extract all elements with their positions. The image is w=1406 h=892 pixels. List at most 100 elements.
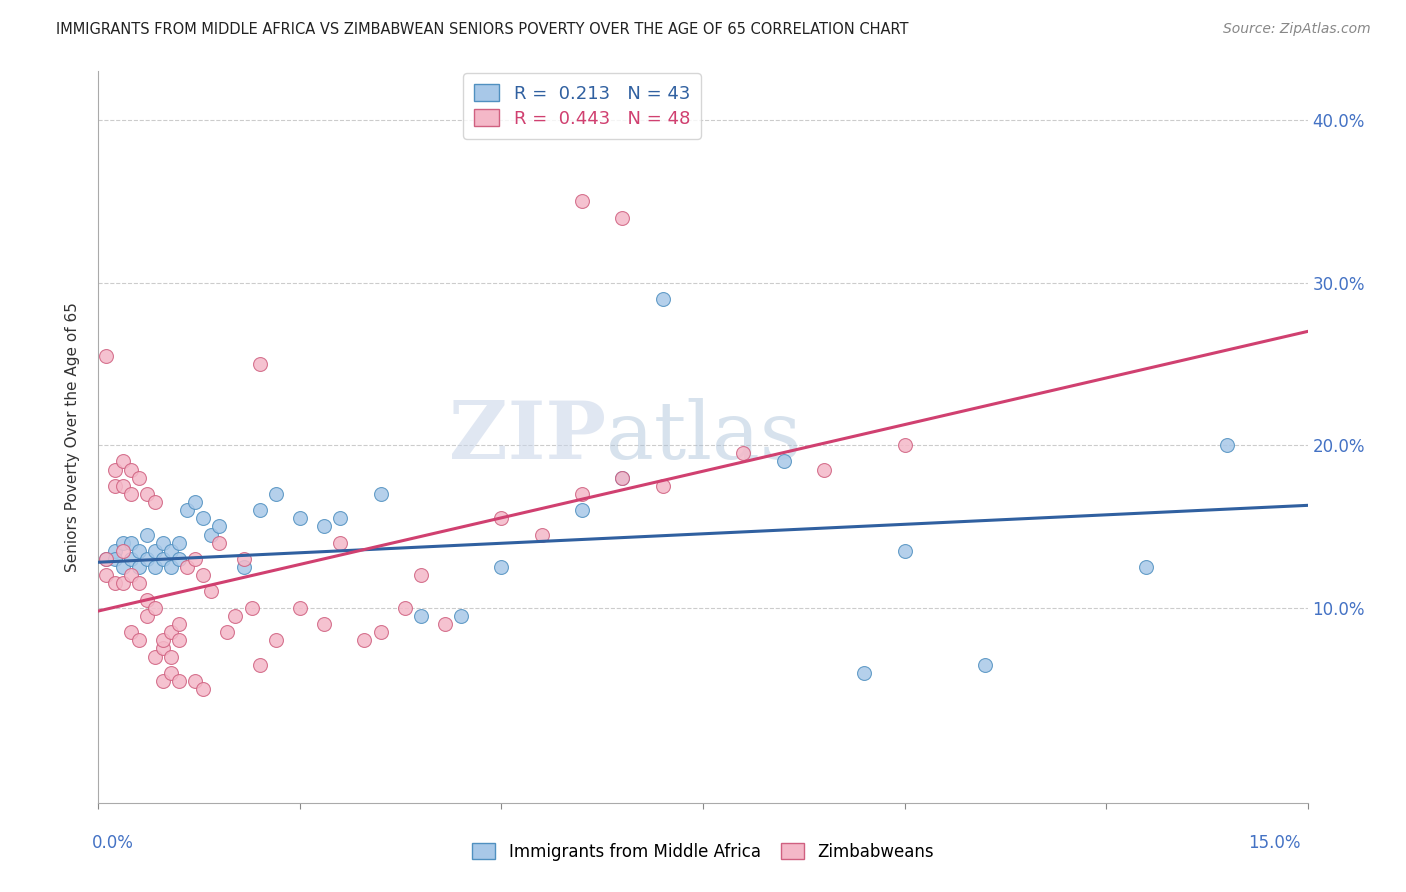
Point (193, 681, 215, 696)
Point (143, 544, 166, 558)
Text: ZIP: ZIP (450, 398, 606, 476)
Point (143, 600, 166, 615)
Point (288, 600, 311, 615)
Point (612, 471, 634, 485)
Point (249, 503, 271, 517)
Point (111, 535, 134, 549)
Point (120, 625, 142, 640)
Point (571, 194, 593, 209)
Point (160, 665, 183, 680)
Point (143, 495, 166, 509)
Point (224, 608, 246, 623)
Point (1135, 560, 1157, 574)
Point (571, 503, 593, 517)
Point (135, 608, 157, 623)
Point (409, 608, 432, 623)
Point (314, 617, 336, 632)
Point (128, 471, 150, 485)
Point (264, 633, 287, 648)
Point (329, 511, 352, 525)
Point (314, 519, 336, 533)
Point (264, 487, 287, 501)
Point (128, 633, 150, 648)
Point (733, 446, 755, 460)
Point (128, 576, 150, 591)
Point (249, 357, 271, 371)
Point (152, 552, 174, 566)
Point (128, 544, 150, 558)
Point (370, 625, 392, 640)
Point (120, 535, 142, 549)
Point (370, 487, 392, 501)
Point (111, 479, 134, 493)
Point (103, 462, 125, 476)
Point (208, 519, 231, 533)
Point (772, 454, 794, 468)
Point (434, 617, 457, 632)
Text: Source: ZipAtlas.com: Source: ZipAtlas.com (1223, 22, 1371, 37)
Point (152, 641, 174, 656)
Point (240, 600, 263, 615)
Point (167, 552, 190, 566)
Point (450, 608, 472, 623)
Point (232, 552, 254, 566)
Point (200, 584, 222, 599)
Point (409, 568, 432, 582)
Point (167, 673, 190, 688)
Point (176, 503, 198, 517)
Point (491, 511, 513, 525)
Point (217, 625, 239, 640)
Point (96, 568, 118, 582)
Point (232, 560, 254, 574)
Point (111, 560, 134, 574)
Point (651, 479, 673, 493)
Point (160, 560, 183, 574)
Point (394, 600, 416, 615)
Point (893, 544, 915, 558)
Point (103, 479, 125, 493)
Text: 0.0%: 0.0% (91, 834, 134, 852)
Point (143, 560, 166, 574)
Point (651, 292, 673, 306)
Point (120, 487, 142, 501)
Legend: R =  0.213   N = 43, R =  0.443   N = 48: R = 0.213 N = 43, R = 0.443 N = 48 (463, 73, 702, 138)
Point (288, 511, 311, 525)
Point (184, 495, 207, 509)
Point (120, 552, 142, 566)
Point (491, 560, 513, 574)
Point (135, 487, 157, 501)
Point (135, 552, 157, 566)
Point (200, 527, 222, 541)
Point (120, 462, 142, 476)
Text: atlas: atlas (606, 398, 801, 476)
Point (111, 454, 134, 468)
Point (103, 544, 125, 558)
Point (143, 649, 166, 664)
Point (853, 665, 876, 680)
Point (96, 552, 118, 566)
Point (974, 657, 997, 672)
Point (160, 544, 183, 558)
Point (184, 673, 207, 688)
Point (612, 471, 634, 485)
Point (1216, 438, 1239, 452)
Point (160, 625, 183, 640)
Point (193, 511, 215, 525)
Point (167, 535, 190, 549)
Point (111, 544, 134, 558)
Text: 15.0%: 15.0% (1249, 834, 1301, 852)
Point (530, 527, 553, 541)
Point (152, 633, 174, 648)
Point (813, 462, 835, 476)
Point (96, 552, 118, 566)
Point (571, 487, 593, 501)
Text: IMMIGRANTS FROM MIDDLE AFRICA VS ZIMBABWEAN SENIORS POVERTY OVER THE AGE OF 65 C: IMMIGRANTS FROM MIDDLE AFRICA VS ZIMBABW… (56, 22, 908, 37)
Point (120, 568, 142, 582)
Point (329, 535, 352, 549)
Point (893, 438, 915, 452)
Point (612, 211, 634, 225)
Point (152, 535, 174, 549)
Point (176, 560, 198, 574)
Point (184, 552, 207, 566)
Point (103, 576, 125, 591)
